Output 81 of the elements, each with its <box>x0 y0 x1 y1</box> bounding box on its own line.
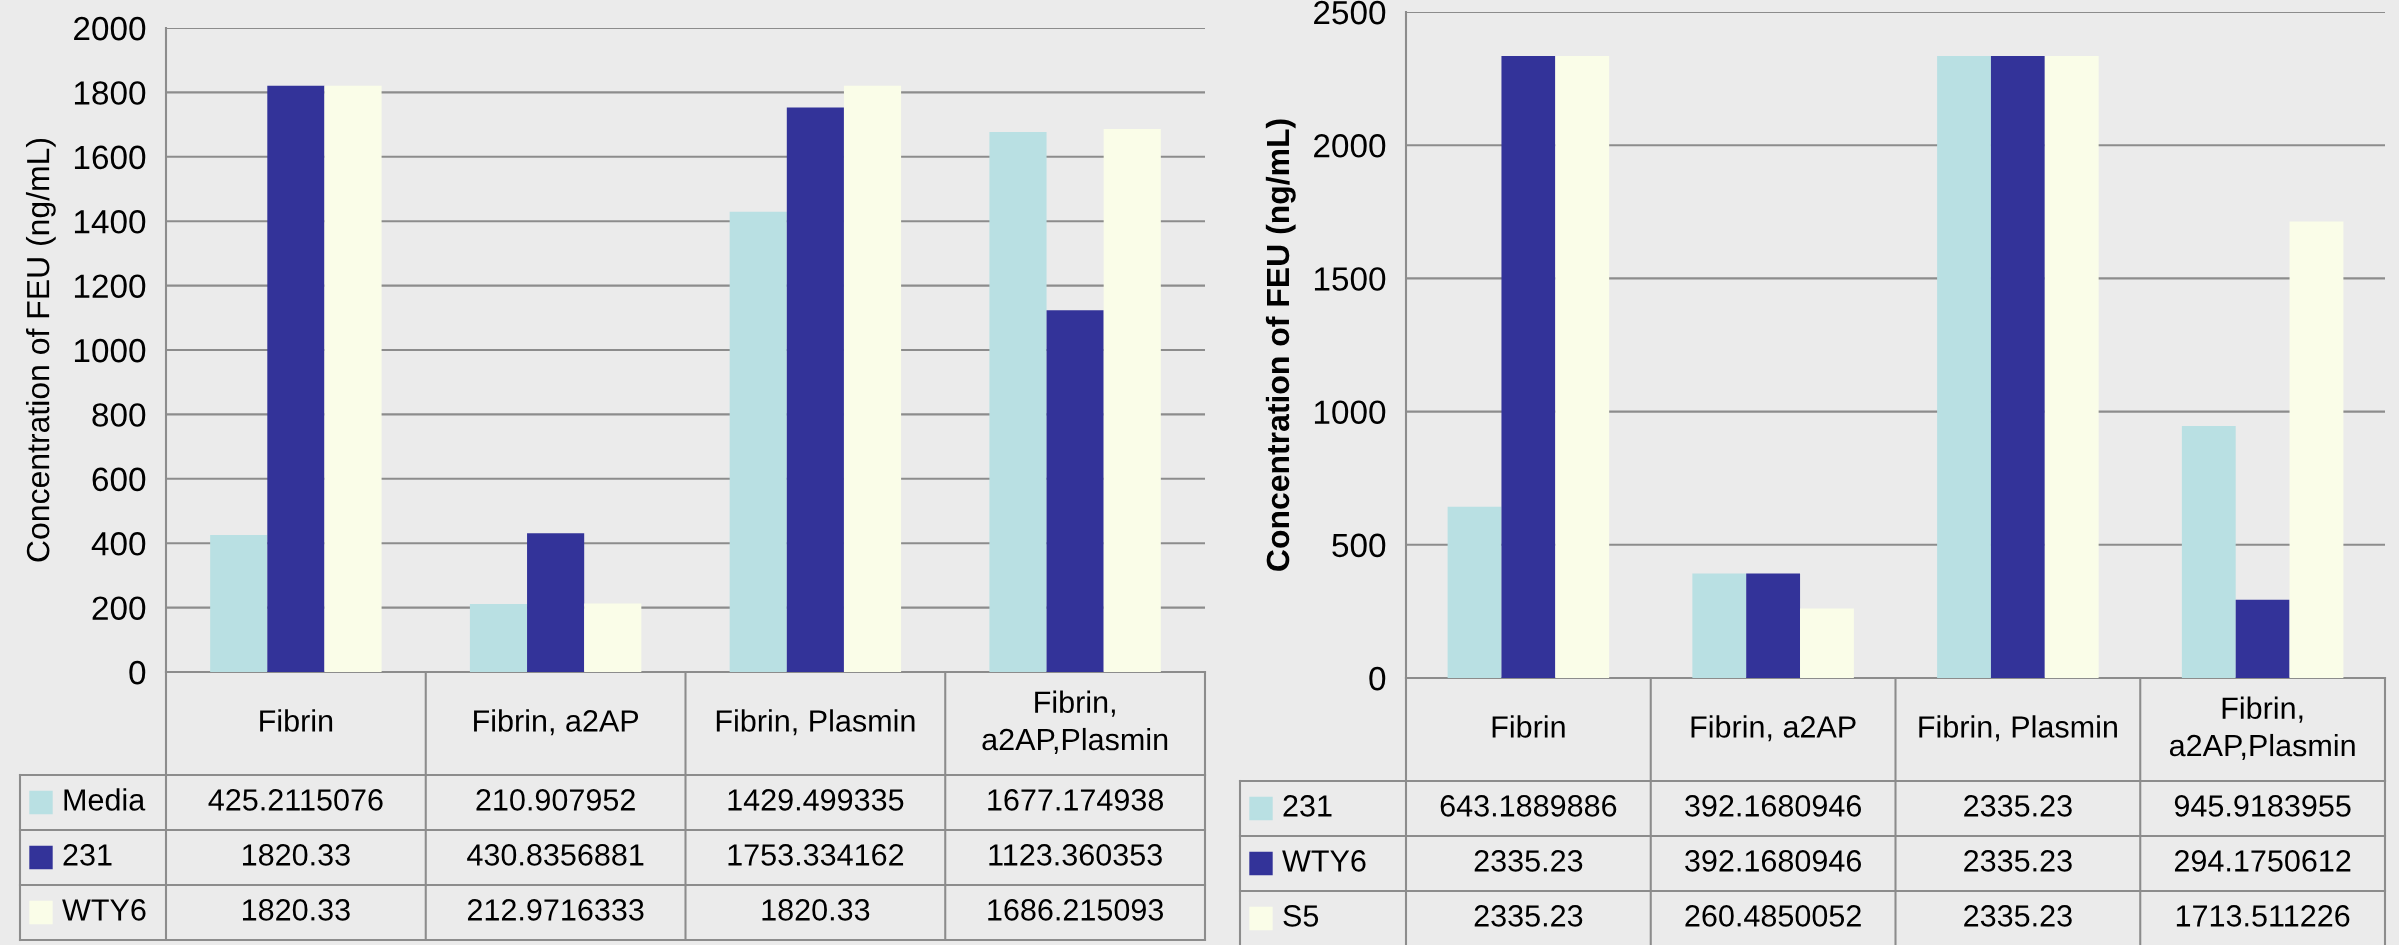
bar <box>210 535 268 672</box>
x-tick-label: Fibrin <box>260 709 333 732</box>
bar <box>2181 426 2236 678</box>
y-tick-label: 0 <box>129 660 146 685</box>
data-label: 2335.23 <box>1964 795 2072 817</box>
x-tick-label: Fibrin, Plasmin <box>716 709 915 736</box>
bar <box>2235 599 2290 678</box>
bar <box>1555 55 1610 678</box>
bar <box>1447 506 1502 678</box>
bar <box>1746 573 1801 678</box>
bar <box>267 85 325 672</box>
bar <box>1046 310 1104 672</box>
data-label: 1677.174938 <box>988 789 1164 811</box>
bar <box>324 85 382 672</box>
data-label: 1429.499335 <box>728 789 904 811</box>
bar <box>469 604 528 672</box>
bar <box>584 603 642 672</box>
y-tick-label: 400 <box>91 532 146 556</box>
y-tick-label: 1800 <box>74 81 146 105</box>
bar <box>2289 221 2344 678</box>
y-tick-label: 1400 <box>74 210 146 234</box>
bar <box>1692 573 1747 678</box>
bar <box>729 211 787 672</box>
bar <box>786 107 844 672</box>
y-tick-label: 1000 <box>74 338 146 363</box>
legend-label: 231 <box>63 844 112 866</box>
data-label: 392.1680946 <box>1685 850 1861 872</box>
y-axis-title: Concentration of FEU (ng/mL) <box>1265 119 1296 571</box>
bar <box>1990 55 2045 678</box>
y-tick-label: 800 <box>92 403 146 427</box>
data-label: 2335.23 <box>1474 905 1583 927</box>
legend-label: WTY6 <box>62 899 146 921</box>
x-tick-label: Fibrin, a2AP,Plasmin <box>2169 696 2355 760</box>
y-tick-label: 2000 <box>1314 134 1386 158</box>
data-label: 430.8356881 <box>467 844 644 866</box>
bar <box>1800 608 1854 678</box>
data-label: 2335.23 <box>1964 850 2072 872</box>
data-label: 294.1750612 <box>2174 850 2351 872</box>
data-label: 392.1680946 <box>1685 795 1861 817</box>
x-tick-label: Fibrin, a2AP,Plasmin <box>982 690 1168 754</box>
y-tick-label: 1600 <box>74 145 146 170</box>
bar <box>843 85 902 672</box>
data-label: 1753.334162 <box>728 844 904 866</box>
bar <box>1501 55 1556 678</box>
y-tick-label: 500 <box>1332 533 1386 558</box>
y-tick-label: 2000 <box>74 16 146 41</box>
y-tick-label: 1200 <box>74 274 146 299</box>
x-tick-label: Fibrin, a2AP <box>1691 715 1856 742</box>
data-label: 210.907952 <box>476 789 635 811</box>
legend-label: 231 <box>1283 795 1332 817</box>
y-tick-label: 2500 <box>1314 0 1386 25</box>
bar <box>1937 55 1991 678</box>
legend-label: WTY6 <box>1282 850 1366 872</box>
legend-label: Media <box>64 788 146 811</box>
legend-label: S5 <box>1283 905 1319 927</box>
data-label: 260.4850052 <box>1685 905 1861 927</box>
data-label: 425.2115076 <box>208 789 383 811</box>
y-axis-title: Concentration of FEU (ng/mL) <box>25 138 56 562</box>
data-label: 1686.215093 <box>988 899 1163 921</box>
y-tick-label: 0 <box>1369 666 1386 691</box>
y-tick-label: 1000 <box>1314 400 1386 425</box>
data-label: 1820.33 <box>762 899 870 921</box>
data-label: 643.1889886 <box>1440 795 1617 817</box>
bar <box>527 533 585 672</box>
data-label: 212.9716333 <box>467 899 644 921</box>
x-tick-label: Fibrin, a2AP <box>474 709 639 736</box>
x-tick-label: Fibrin <box>1492 715 1565 738</box>
bar <box>1103 129 1161 672</box>
y-tick-label: 600 <box>92 467 146 492</box>
data-label: 1123.360353 <box>989 844 1162 866</box>
bar <box>2044 55 2099 678</box>
x-tick-label: Fibrin, Plasmin <box>1919 715 2117 742</box>
data-label: 1713.511226 <box>2176 905 2350 927</box>
data-label: 2335.23 <box>1964 905 2072 927</box>
data-label: 1820.33 <box>242 899 350 921</box>
data-label: 1820.33 <box>242 844 350 866</box>
y-tick-label: 200 <box>92 596 146 621</box>
data-label: 945.9183955 <box>2174 795 2351 817</box>
y-tick-label: 1500 <box>1314 267 1386 291</box>
bar <box>989 131 1047 672</box>
data-label: 2335.23 <box>1474 850 1583 872</box>
